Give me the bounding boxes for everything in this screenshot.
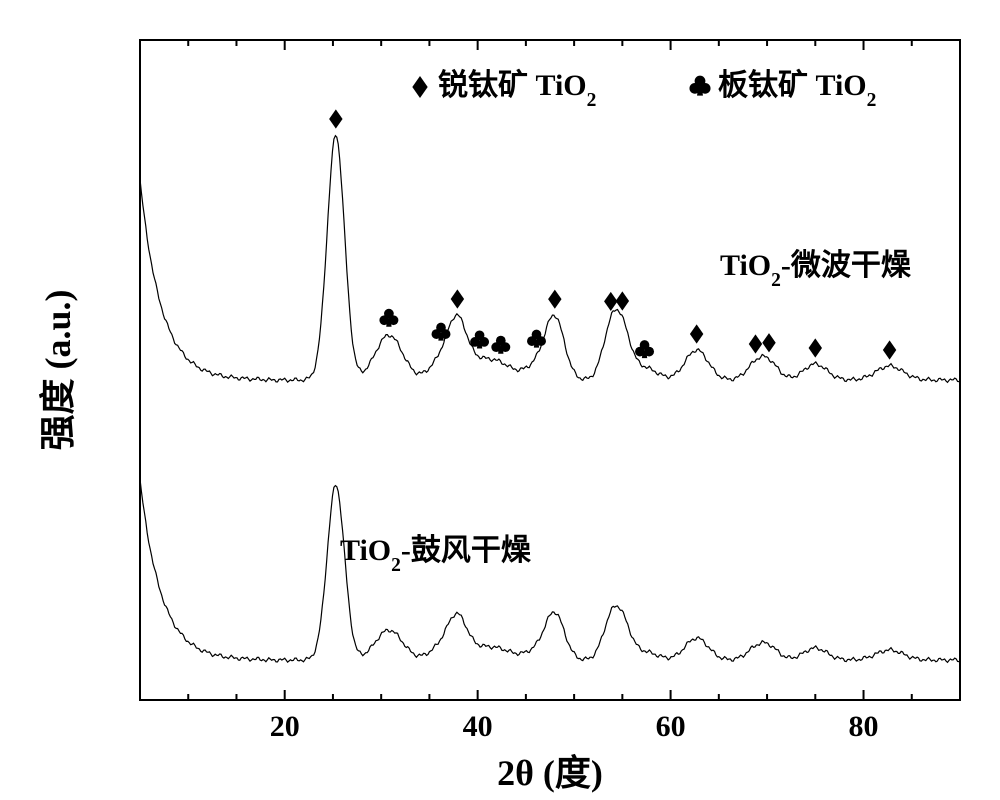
legend-brookite: 板钛矿 TiO2 xyxy=(718,68,876,111)
club-icon xyxy=(432,323,451,341)
diamond-icon xyxy=(690,324,703,343)
x-tick-label: 80 xyxy=(849,710,879,743)
x-axis-label: 2θ (度) xyxy=(497,753,603,793)
club-icon xyxy=(491,336,510,354)
x-tick-label: 20 xyxy=(270,710,300,743)
diamond-icon xyxy=(616,291,629,310)
club-icon xyxy=(635,340,654,358)
x-tick-label: 60 xyxy=(656,710,686,743)
diamond-icon xyxy=(883,340,896,359)
series-label-1: TiO2-鼓风干燥 xyxy=(340,534,532,576)
xrd-curve-blast xyxy=(140,479,959,662)
legend-anatase: 锐钛矿 TiO2 xyxy=(438,68,596,111)
diamond-icon xyxy=(762,333,775,352)
y-axis-label: 强度 (a.u.) xyxy=(38,290,78,451)
club-icon xyxy=(470,330,489,348)
club-icon xyxy=(689,76,710,96)
x-tick-label: 40 xyxy=(463,710,493,743)
diamond-icon xyxy=(329,109,342,128)
diamond-icon xyxy=(604,292,617,311)
diamond-icon xyxy=(749,334,762,353)
diamond-icon xyxy=(809,338,822,357)
diamond-icon xyxy=(548,290,561,309)
chart-svg: 20 40 60 80 2θ (度) 强度 (a.u.) 锐钛矿 TiO2 板钛矿 TiO2 T… xyxy=(0,0,1000,800)
diamond-icon xyxy=(451,289,464,308)
series-label-0: TiO2-微波干燥 xyxy=(720,249,912,291)
plot-border xyxy=(140,40,960,700)
xrd-chart: 20 40 60 80 2θ (度) 强度 (a.u.) 锐钛矿 TiO2 板钛矿 TiO2 T… xyxy=(0,0,1000,800)
club-icon xyxy=(527,330,546,348)
diamond-icon xyxy=(412,76,427,98)
club-icon xyxy=(379,309,398,327)
